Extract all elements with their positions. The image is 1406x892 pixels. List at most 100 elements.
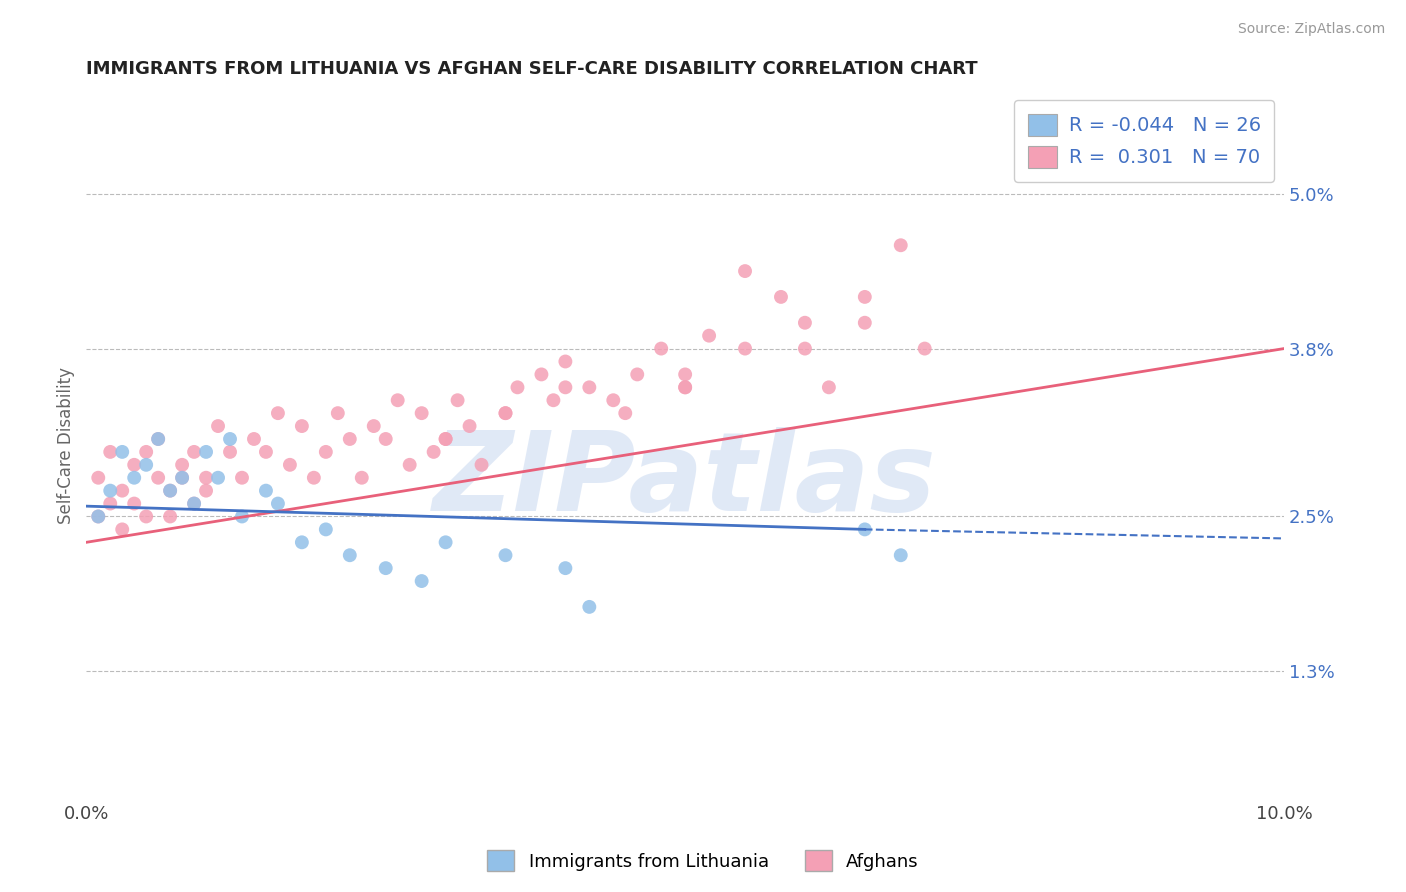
Point: [207, 471, 229, 485]
Point: [554, 380, 576, 394]
Point: [183, 497, 205, 511]
Point: [172, 471, 194, 485]
Point: [673, 380, 696, 394]
Point: [495, 548, 517, 562]
Point: [315, 522, 337, 536]
Point: [87, 471, 110, 485]
Point: [254, 483, 277, 498]
Point: [734, 264, 756, 278]
Point: [172, 458, 194, 472]
Point: [219, 432, 242, 446]
Point: [135, 458, 157, 472]
Point: [374, 561, 396, 575]
Point: [195, 483, 218, 498]
Point: [890, 548, 912, 562]
Y-axis label: Self-Care Disability: Self-Care Disability: [58, 367, 75, 524]
Legend: Immigrants from Lithuania, Afghans: Immigrants from Lithuania, Afghans: [479, 843, 927, 879]
Point: [495, 406, 517, 420]
Point: [387, 393, 409, 408]
Point: [315, 445, 337, 459]
Point: [470, 458, 492, 472]
Point: [853, 522, 876, 536]
Point: [172, 471, 194, 485]
Point: [267, 497, 290, 511]
Point: [434, 535, 457, 549]
Point: [122, 497, 145, 511]
Point: [278, 458, 301, 472]
Point: [135, 509, 157, 524]
Point: [219, 445, 242, 459]
Point: [853, 316, 876, 330]
Point: [243, 432, 266, 446]
Point: [578, 599, 600, 614]
Point: [183, 497, 205, 511]
Point: [339, 548, 361, 562]
Point: [398, 458, 420, 472]
Point: [302, 471, 325, 485]
Point: [554, 354, 576, 368]
Point: [195, 471, 218, 485]
Point: [626, 368, 648, 382]
Point: [506, 380, 529, 394]
Point: [769, 290, 792, 304]
Point: [434, 432, 457, 446]
Text: Source: ZipAtlas.com: Source: ZipAtlas.com: [1237, 22, 1385, 37]
Point: [602, 393, 624, 408]
Point: [291, 535, 314, 549]
Point: [87, 509, 110, 524]
Point: [183, 445, 205, 459]
Point: [543, 393, 565, 408]
Point: [673, 380, 696, 394]
Text: ZIPatlas: ZIPatlas: [433, 427, 936, 534]
Point: [231, 471, 253, 485]
Point: [697, 328, 720, 343]
Point: [122, 458, 145, 472]
Point: [495, 406, 517, 420]
Point: [350, 471, 373, 485]
Point: [339, 432, 361, 446]
Point: [135, 445, 157, 459]
Point: [793, 316, 815, 330]
Point: [98, 497, 121, 511]
Point: [111, 522, 134, 536]
Point: [422, 445, 444, 459]
Point: [363, 419, 385, 434]
Point: [853, 290, 876, 304]
Point: [159, 483, 181, 498]
Point: [111, 445, 134, 459]
Point: [914, 342, 936, 356]
Point: [146, 432, 169, 446]
Point: [458, 419, 481, 434]
Point: [98, 445, 121, 459]
Point: [411, 574, 433, 588]
Point: [146, 471, 169, 485]
Legend: R = -0.044   N = 26, R =  0.301   N = 70: R = -0.044 N = 26, R = 0.301 N = 70: [1014, 100, 1274, 182]
Point: [411, 406, 433, 420]
Point: [890, 238, 912, 252]
Point: [673, 368, 696, 382]
Point: [374, 432, 396, 446]
Point: [650, 342, 672, 356]
Point: [291, 419, 314, 434]
Point: [793, 342, 815, 356]
Point: [734, 342, 756, 356]
Point: [578, 380, 600, 394]
Point: [446, 393, 468, 408]
Point: [159, 483, 181, 498]
Text: IMMIGRANTS FROM LITHUANIA VS AFGHAN SELF-CARE DISABILITY CORRELATION CHART: IMMIGRANTS FROM LITHUANIA VS AFGHAN SELF…: [86, 60, 979, 78]
Point: [614, 406, 637, 420]
Point: [98, 483, 121, 498]
Point: [195, 445, 218, 459]
Point: [530, 368, 553, 382]
Point: [267, 406, 290, 420]
Point: [111, 483, 134, 498]
Point: [434, 432, 457, 446]
Point: [254, 445, 277, 459]
Point: [207, 419, 229, 434]
Point: [122, 471, 145, 485]
Point: [326, 406, 349, 420]
Point: [554, 561, 576, 575]
Point: [87, 509, 110, 524]
Point: [231, 509, 253, 524]
Point: [159, 509, 181, 524]
